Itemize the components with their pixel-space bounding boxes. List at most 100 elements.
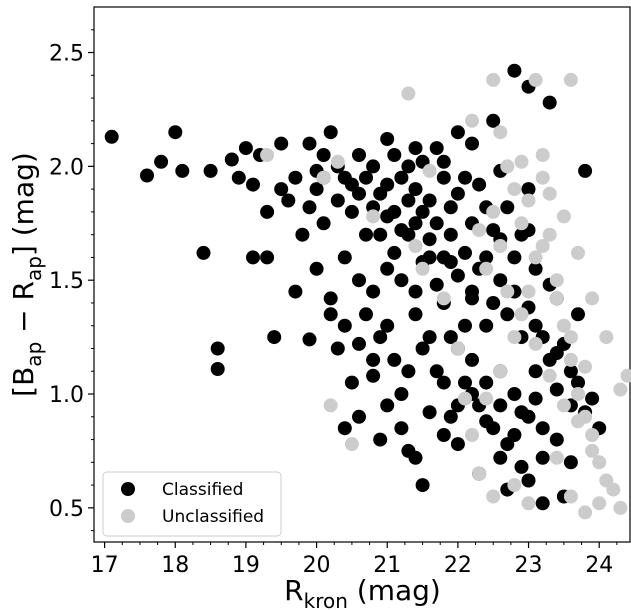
y-axis-label-sub1: ap xyxy=(22,342,46,367)
data-point-classified xyxy=(408,216,423,231)
data-point-classified xyxy=(458,375,472,390)
data-point-classified xyxy=(486,113,501,128)
data-point-classified xyxy=(323,125,338,140)
data-point-unclassified xyxy=(500,284,515,299)
data-point-classified xyxy=(380,209,395,224)
data-point-unclassified xyxy=(493,125,508,140)
data-point-classified xyxy=(323,307,338,322)
data-point-unclassified xyxy=(507,330,522,345)
data-point-classified xyxy=(380,398,395,413)
data-point-classified xyxy=(344,204,359,219)
data-point-classified xyxy=(359,227,373,242)
data-point-classified xyxy=(479,318,494,333)
data-point-classified xyxy=(514,459,529,474)
y-tick-label: 2.0 xyxy=(49,155,84,180)
data-point-unclassified xyxy=(436,291,451,306)
data-point-classified xyxy=(380,261,395,276)
data-point-unclassified xyxy=(571,245,585,260)
legend-marker-classified xyxy=(121,482,135,496)
data-point-classified xyxy=(521,182,536,197)
data-point-classified xyxy=(528,318,543,333)
data-point-classified xyxy=(563,455,578,470)
data-point-classified xyxy=(472,177,487,192)
data-point-unclassified xyxy=(344,437,359,452)
data-point-unclassified xyxy=(500,159,515,174)
data-point-unclassified xyxy=(613,382,628,397)
data-point-classified xyxy=(571,375,585,390)
data-point-classified xyxy=(316,216,331,231)
data-point-classified xyxy=(528,261,543,276)
data-point-unclassified xyxy=(472,223,487,238)
data-point-unclassified xyxy=(585,291,600,306)
data-point-classified xyxy=(479,375,494,390)
data-point-classified xyxy=(210,341,225,356)
data-point-classified xyxy=(302,200,317,215)
data-point-unclassified xyxy=(514,154,529,169)
data-point-classified xyxy=(387,352,402,367)
x-axis-label-unit: (mag) xyxy=(348,574,441,607)
data-point-classified xyxy=(436,375,451,390)
data-point-classified xyxy=(415,341,430,356)
data-point-classified xyxy=(394,387,409,401)
data-point-unclassified xyxy=(422,163,437,178)
data-point-classified xyxy=(408,284,423,299)
data-point-classified xyxy=(394,421,409,436)
x-axis-label: Rkron (mag) xyxy=(284,574,441,610)
data-point-unclassified xyxy=(613,500,628,515)
data-point-classified xyxy=(408,141,423,156)
plot-frame xyxy=(93,6,631,543)
data-point-unclassified xyxy=(514,307,529,322)
data-point-classified xyxy=(458,245,472,260)
data-point-classified xyxy=(443,227,458,242)
data-point-classified xyxy=(260,204,275,219)
data-point-classified xyxy=(408,182,423,197)
data-point-unclassified xyxy=(535,170,550,185)
data-point-unclassified xyxy=(479,391,494,406)
data-point-unclassified xyxy=(556,209,571,224)
x-tick-label: 23 xyxy=(515,553,543,578)
data-point-unclassified xyxy=(323,398,338,413)
data-point-unclassified xyxy=(450,341,465,356)
data-point-classified xyxy=(246,250,260,265)
data-point-classified xyxy=(359,307,373,322)
data-point-classified xyxy=(203,163,218,178)
data-point-unclassified xyxy=(585,443,600,458)
data-point-classified xyxy=(373,227,388,242)
data-point-unclassified xyxy=(556,398,571,413)
series-unclassified xyxy=(260,72,631,520)
data-point-classified xyxy=(366,284,381,299)
data-point-classified xyxy=(465,136,479,151)
data-point-classified xyxy=(422,193,437,208)
data-point-classified xyxy=(281,193,296,208)
series-classified xyxy=(104,63,607,511)
data-point-unclassified xyxy=(549,273,564,288)
data-point-classified xyxy=(486,223,501,238)
legend: Classified Unclassified xyxy=(102,471,282,537)
data-point-unclassified xyxy=(571,387,585,401)
data-point-classified xyxy=(571,307,585,322)
data-point-classified xyxy=(549,382,564,397)
data-point-classified xyxy=(394,273,409,288)
data-point-unclassified xyxy=(401,86,416,101)
data-point-unclassified xyxy=(458,391,472,406)
data-point-classified xyxy=(352,148,366,162)
x-tick-label: 21 xyxy=(373,553,401,578)
data-point-classified xyxy=(394,223,409,238)
data-point-classified xyxy=(260,250,275,265)
data-point-unclassified xyxy=(486,204,501,219)
data-point-classified xyxy=(528,391,543,406)
data-point-classified xyxy=(309,261,324,276)
data-point-classified xyxy=(175,163,190,178)
data-point-unclassified xyxy=(549,450,564,465)
y-tick-label: 1.0 xyxy=(49,383,84,408)
data-point-unclassified xyxy=(528,72,543,87)
data-point-classified xyxy=(359,170,373,185)
data-point-classified xyxy=(465,352,479,367)
data-point-classified xyxy=(535,496,550,511)
x-axis-ticks: 17 18 19 20 21 22 23 24 xyxy=(91,542,618,578)
data-point-classified xyxy=(422,330,437,345)
y-axis-label-open: [B xyxy=(7,367,40,397)
data-point-unclassified xyxy=(535,239,550,253)
data-point-classified xyxy=(352,273,366,288)
